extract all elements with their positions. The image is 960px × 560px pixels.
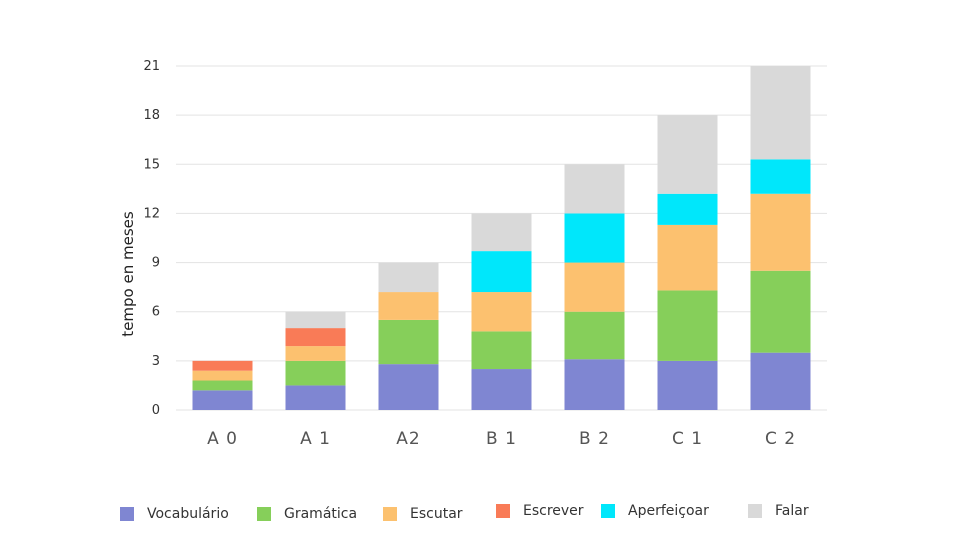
bar-segment: [750, 270, 811, 353]
legend-label: Escrever: [523, 503, 584, 519]
bar-segment: [657, 193, 718, 225]
bar-segment: [471, 331, 532, 370]
y-tick-label: 12: [143, 206, 160, 221]
legend-item: Vocabulário: [120, 506, 229, 522]
legend-label: Escutar: [410, 506, 463, 522]
y-tick-label: 9: [152, 256, 160, 271]
bar-segment: [192, 380, 253, 391]
x-tick-label: C 2: [765, 429, 796, 449]
legend-swatch: [496, 504, 510, 518]
y-tick-label: 21: [143, 59, 160, 74]
y-axis-label: tempo en meses: [119, 211, 137, 337]
x-tick-label: A 1: [300, 429, 331, 449]
bar-segment: [192, 390, 253, 410]
legend-item: Aperfeiçoar: [601, 503, 709, 519]
bar-segment: [285, 311, 346, 329]
legend-item: Gramática: [257, 506, 357, 522]
bar-segment: [564, 262, 625, 312]
bar-segment: [285, 385, 346, 410]
bar-segment: [471, 251, 532, 293]
bar-segment: [657, 115, 718, 194]
legend-item: Falar: [748, 503, 809, 519]
bar-segment: [378, 262, 439, 293]
bar-segment: [378, 292, 439, 320]
x-tick-label: A 0: [207, 429, 238, 449]
bar-segment: [657, 224, 718, 291]
x-tick-label: A2: [396, 429, 420, 449]
legend-swatch: [748, 504, 762, 518]
y-axis-ticks: 0 3 6 9 12 15 18 21: [143, 59, 160, 418]
x-tick-label: B 2: [579, 429, 610, 449]
bar-segment: [657, 290, 718, 361]
bar-segment: [750, 193, 811, 271]
x-tick-label: C 1: [672, 429, 703, 449]
legend-label: Falar: [775, 503, 809, 519]
y-tick-label: 0: [152, 403, 160, 418]
bar-segment: [471, 213, 532, 252]
bar-segment: [750, 159, 811, 194]
legend: Vocabulário Gramática Escutar Escrever Aperf…: [0, 500, 960, 530]
bar-segment: [564, 311, 625, 360]
bar-segment: [564, 213, 625, 263]
bar-segment: [750, 352, 811, 410]
legend-item: Escutar: [383, 506, 463, 522]
bar-segment: [285, 360, 346, 386]
bar-segment: [750, 66, 811, 160]
bar-segment: [378, 364, 439, 410]
legend-swatch: [601, 504, 615, 518]
legend-label: Aperfeiçoar: [628, 503, 709, 519]
y-tick-label: 6: [152, 305, 160, 320]
bar-segment: [564, 359, 625, 410]
legend-label: Vocabulário: [147, 506, 229, 522]
y-tick-label: 18: [143, 108, 160, 123]
bar-segment: [471, 292, 532, 332]
bar-segment: [471, 369, 532, 410]
legend-swatch: [257, 507, 271, 521]
x-tick-label: B 1: [486, 429, 517, 449]
legend-swatch: [120, 507, 134, 521]
bar-segment: [657, 360, 718, 410]
bars: [192, 66, 811, 410]
x-axis-ticks: A 0 A 1 A2 B 1 B 2 C 1 C 2: [207, 429, 796, 449]
bar-segment: [192, 370, 253, 381]
bar-segment: [192, 360, 253, 371]
bar-segment: [285, 346, 346, 361]
bar-segment: [378, 319, 439, 365]
y-tick-label: 3: [152, 354, 160, 369]
legend-item: Escrever: [496, 503, 584, 519]
legend-swatch: [383, 507, 397, 521]
legend-label: Gramática: [284, 506, 358, 522]
bar-segment: [564, 164, 625, 214]
bar-segment: [285, 328, 346, 347]
y-tick-label: 15: [143, 157, 160, 172]
